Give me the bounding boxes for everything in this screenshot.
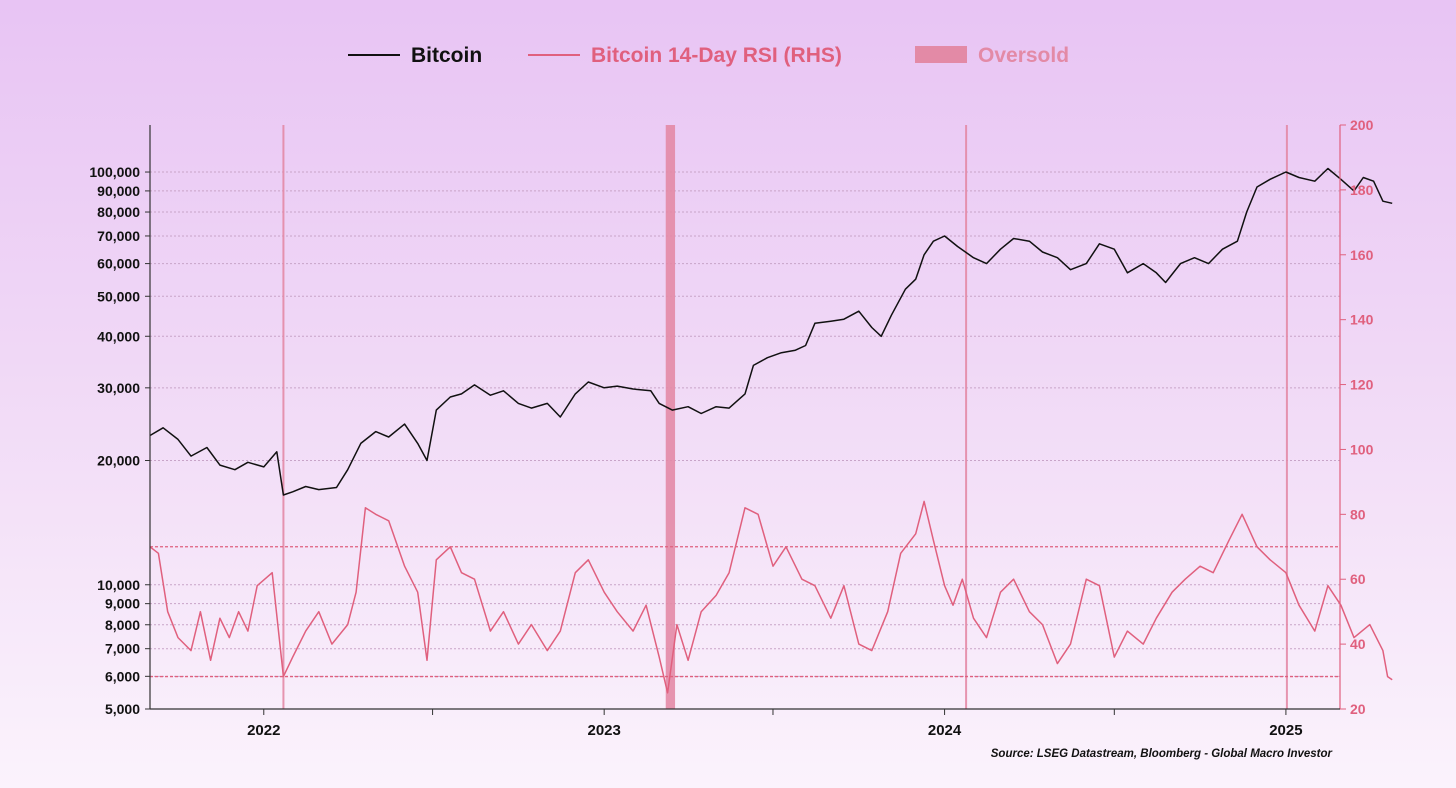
left-tick-label: 70,000: [97, 228, 140, 244]
oversold-band: [1285, 125, 1288, 709]
gridlines: [150, 171, 1340, 710]
x-tick-label: 2023: [587, 722, 620, 739]
right-tick-label: 80: [1350, 506, 1366, 522]
left-tick-label: 50,000: [97, 288, 140, 304]
legend-label-rsi: Bitcoin 14-Day RSI (RHS): [591, 44, 842, 67]
legend-swatch-oversold: [915, 46, 967, 63]
rsi-reference-lines: [150, 546, 1340, 678]
legend-item-oversold: Oversold: [915, 44, 1069, 67]
left-tick-label: 80,000: [97, 204, 140, 220]
series-line-bitcoin: [149, 167, 1393, 496]
right-tick-label: 20: [1350, 701, 1366, 717]
left-tick-label: 60,000: [97, 256, 140, 272]
x-tick-label: 2024: [928, 722, 962, 739]
legend-item-bitcoin: Bitcoin: [348, 44, 482, 67]
axes: [149, 125, 1341, 710]
left-tick-label: 100,000: [89, 164, 140, 180]
left-tick-label: 30,000: [97, 380, 140, 396]
oversold-band: [665, 125, 676, 709]
left-tick-label: 7,000: [105, 641, 140, 657]
series-line-rsi: [149, 500, 1393, 694]
legend-label-oversold: Oversold: [978, 44, 1069, 67]
oversold-band: [282, 125, 285, 709]
right-tick-label: 60: [1350, 571, 1366, 587]
left-tick-label: 5,000: [105, 701, 140, 717]
left-tick-label: 90,000: [97, 183, 140, 199]
right-tick-label: 160: [1350, 247, 1374, 263]
left-tick-label: 10,000: [97, 577, 140, 593]
legend-label-bitcoin: Bitcoin: [411, 44, 482, 67]
left-tick-label: 9,000: [105, 596, 140, 612]
right-tick-label: 180: [1350, 182, 1374, 198]
right-tick-label: 120: [1350, 377, 1374, 393]
legend-item-rsi: Bitcoin 14-Day RSI (RHS): [528, 44, 842, 67]
left-tick-label: 6,000: [105, 668, 140, 684]
left-tick-label: 20,000: [97, 453, 140, 469]
oversold-bands: [282, 125, 1288, 709]
right-tick-label: 40: [1350, 636, 1366, 652]
legend: Bitcoin Bitcoin 14-Day RSI (RHS) Oversold: [348, 44, 1069, 67]
oversold-band: [965, 125, 968, 709]
tick-labels: 5,000 6,000 7,000 8,000 9,000 10,000 20,000 30,…: [89, 117, 1373, 739]
x-tick-label: 2022: [247, 722, 280, 739]
right-tick-label: 200: [1350, 117, 1374, 133]
source-note: Source: LSEG Datastream, Bloomberg - Glo…: [991, 748, 1333, 760]
left-tick-label: 8,000: [105, 617, 140, 633]
x-tick-label: 2025: [1269, 722, 1302, 739]
series-lines: [149, 167, 1393, 694]
right-tick-label: 140: [1350, 312, 1374, 328]
left-tick-label: 40,000: [97, 328, 140, 344]
right-tick-label: 100: [1350, 441, 1374, 457]
